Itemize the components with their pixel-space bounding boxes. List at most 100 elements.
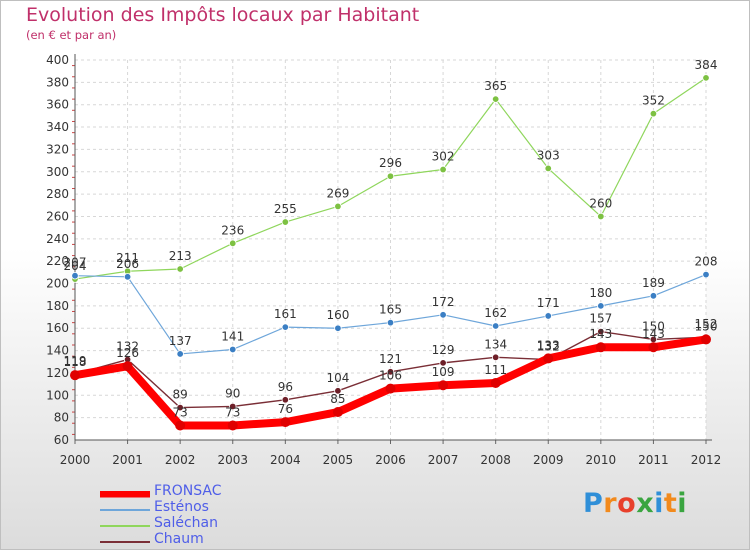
data-point-salechan: [281, 218, 290, 226]
x-tick-label: 2007: [428, 453, 459, 467]
data-point-fronsac: [70, 370, 80, 381]
data-label-estenos: 171: [537, 296, 560, 310]
x-tick-label: 2005: [323, 453, 354, 467]
y-tick-label: 300: [46, 165, 69, 179]
y-tick-label: 140: [46, 344, 69, 358]
data-point-estenos: [229, 345, 237, 354]
legend-swatch-salechan: [100, 525, 150, 527]
data-label-fronsac: 150: [695, 319, 718, 333]
data-point-fronsac: [280, 417, 291, 428]
data-point-salechan: [649, 109, 658, 118]
data-label-fronsac: 118: [64, 355, 87, 369]
data-point-fronsac: [175, 420, 186, 431]
data-label-salechan: 204: [64, 259, 87, 273]
data-label-estenos: 160: [326, 308, 349, 322]
legend-label-estenos: Esténos: [154, 499, 209, 515]
logo-letter: i: [654, 488, 664, 519]
x-tick-label: 2004: [270, 453, 301, 467]
data-label-salechan: 296: [379, 156, 402, 170]
y-tick-label: 220: [46, 254, 69, 268]
logo-letter: i: [677, 488, 688, 519]
logo-letter: r: [603, 488, 618, 519]
y-tick-label: 60: [54, 433, 69, 447]
data-label-estenos: 180: [589, 286, 612, 300]
data-point-estenos: [334, 324, 342, 332]
data-point-salechan: [597, 212, 605, 221]
data-point-estenos: [386, 318, 395, 327]
x-tick-label: 2011: [638, 453, 669, 467]
data-label-salechan: 211: [116, 251, 139, 265]
y-tick-label: 400: [46, 53, 69, 67]
y-tick-label: 120: [46, 366, 69, 380]
data-label-estenos: 161: [274, 307, 297, 321]
data-point-salechan: [229, 239, 237, 247]
data-label-estenos: 141: [221, 329, 244, 343]
data-point-salechan: [176, 265, 184, 273]
data-label-chaum: 134: [484, 337, 507, 351]
data-label-chaum: 152: [695, 317, 718, 331]
y-tick-label: 240: [46, 232, 69, 246]
x-tick-label: 2012: [691, 453, 722, 467]
data-label-estenos: 208: [695, 255, 718, 269]
data-point-fronsac: [332, 407, 343, 418]
logo-letter: P: [583, 488, 604, 519]
data-point-chaum: [597, 327, 605, 336]
data-label-salechan: 260: [589, 196, 612, 210]
data-point-salechan: [491, 95, 500, 103]
data-label-chaum: 119: [64, 354, 87, 368]
data-point-fronsac: [543, 353, 554, 364]
data-point-chaum: [439, 359, 447, 367]
x-tick-label: 2006: [375, 453, 406, 467]
chart-plot: 60 80 100 120 140 160 180 200 220 240 260 280 300 320…: [46, 53, 722, 467]
data-label-chaum: 157: [589, 312, 612, 326]
data-label-chaum: 132: [537, 340, 560, 354]
y-tick-label: 200: [46, 277, 69, 291]
y-tick-label: 380: [46, 75, 69, 89]
data-label-fronsac: 73: [225, 405, 240, 419]
data-point-estenos: [649, 292, 658, 300]
legend-swatch-chaum: [100, 541, 150, 543]
x-tick-label: 2009: [533, 453, 564, 467]
data-point-salechan: [334, 202, 342, 211]
data-label-fronsac: 106: [379, 369, 402, 383]
y-tick-label: 340: [46, 120, 69, 134]
chart-title: Evolution des Impôts locaux par Habitant: [26, 4, 420, 26]
data-label-fronsac: 143: [642, 327, 665, 341]
data-label-salechan: 384: [695, 58, 718, 72]
data-point-estenos: [71, 272, 79, 280]
chart-subtitle: (en € et par an): [26, 28, 117, 42]
data-label-chaum: 132: [116, 340, 139, 354]
data-point-estenos: [176, 350, 184, 358]
data-point-fronsac: [438, 380, 449, 391]
legend-label-fronsac: FRONSAC: [154, 483, 222, 499]
data-point-salechan: [386, 172, 395, 180]
x-tick-label: 2008: [480, 453, 511, 467]
data-point-estenos: [597, 302, 605, 310]
data-point-fronsac: [595, 342, 606, 353]
data-point-fronsac: [227, 420, 238, 431]
logo-letter: o: [617, 488, 637, 519]
y-tick-label: 180: [46, 299, 69, 313]
data-label-fronsac: 109: [432, 365, 455, 379]
y-tick-label: 100: [46, 388, 69, 402]
logo-letter: t: [663, 488, 678, 519]
legend-swatch-fronsac: [100, 491, 150, 498]
data-label-fronsac: 143: [589, 327, 612, 341]
data-label-estenos: 172: [432, 295, 455, 309]
data-point-fronsac: [701, 334, 711, 345]
data-point-estenos: [702, 270, 710, 279]
x-tick-label: 2003: [217, 453, 248, 467]
data-point-fronsac: [122, 361, 133, 372]
data-label-chaum: 121: [379, 352, 402, 366]
x-tick-label: 2000: [60, 453, 91, 467]
y-tick-label: 260: [46, 209, 69, 223]
x-tick-label: 2001: [112, 453, 143, 467]
data-point-chaum: [176, 403, 184, 412]
data-point-fronsac: [385, 383, 396, 394]
data-point-salechan: [702, 74, 710, 82]
data-label-fronsac: 126: [116, 346, 139, 360]
data-point-fronsac: [648, 342, 659, 353]
data-label-salechan: 255: [274, 202, 297, 216]
data-point-chaum: [386, 368, 395, 376]
data-label-chaum: 96: [278, 380, 293, 394]
